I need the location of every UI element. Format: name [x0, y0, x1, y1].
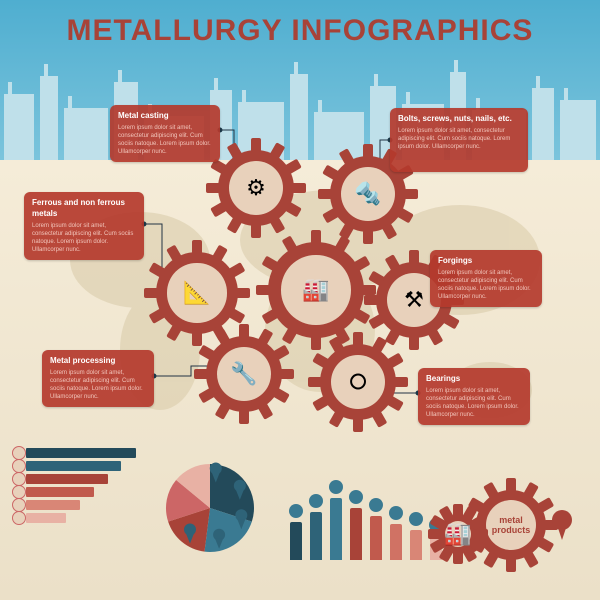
infographic-stage: METALLURGY INFOGRAPHICS ⚙🔩📐🏭⚒🔧⭘ Metal ca…: [0, 0, 600, 600]
gear-bottom-small: 🏭: [440, 516, 476, 552]
vbar-pin-icon: [309, 494, 323, 508]
gear-label: metal products: [486, 500, 536, 550]
vbar-pin-icon: [329, 480, 343, 494]
vbar-0: [290, 522, 302, 560]
vbar-pin-icon: [349, 490, 363, 504]
vbar-5: [390, 524, 402, 560]
map-pin-icon: [552, 510, 572, 530]
vbar-pin-icon: [369, 498, 383, 512]
vbar-pin-icon: [409, 512, 423, 526]
gear-icon: 🏭: [445, 521, 471, 547]
vbar-pin-icon: [289, 504, 303, 518]
vbar-pin-icon: [389, 506, 403, 520]
vbar-6: [410, 530, 422, 560]
gear-bottom: metal products: [476, 490, 546, 560]
vbar-1: [310, 512, 322, 560]
vbar-3: [350, 508, 362, 560]
vbar-4: [370, 516, 382, 560]
vbar-2: [330, 498, 342, 560]
